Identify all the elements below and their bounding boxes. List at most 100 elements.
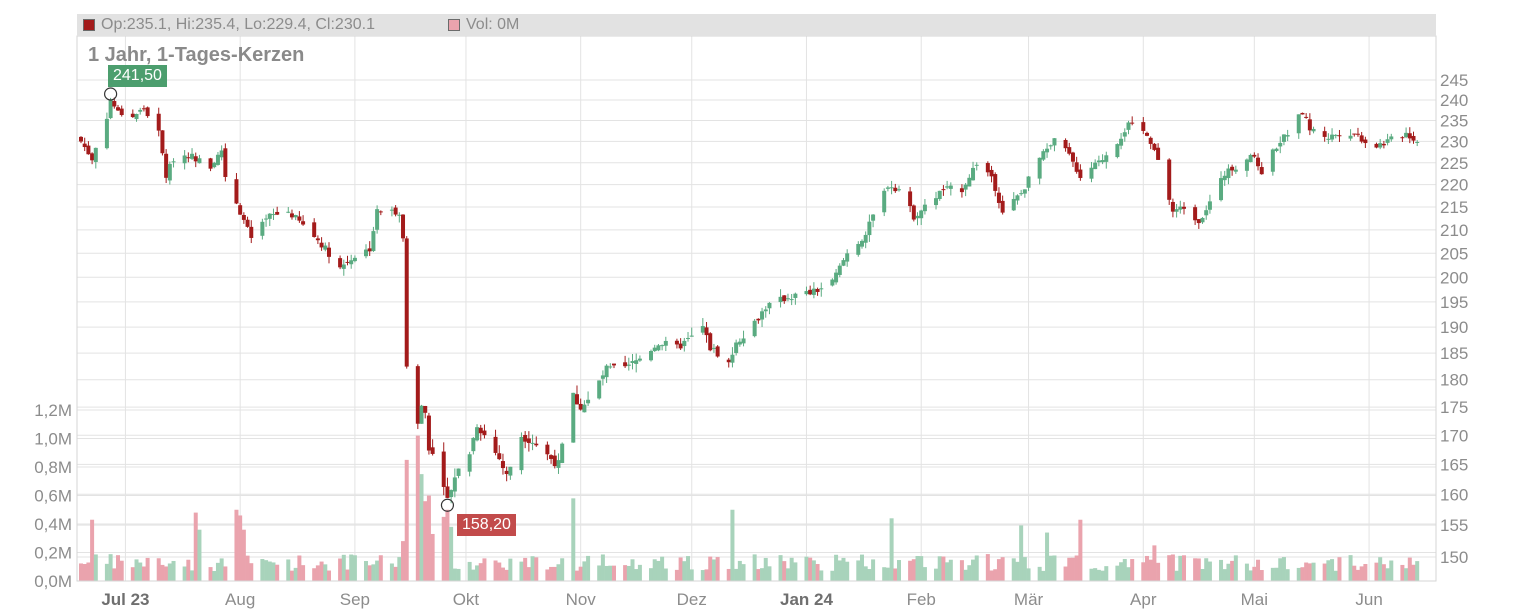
candle-body	[830, 279, 835, 286]
ohlc-legend: Op:235.1, Hi:235.4, Lo:229.4, Cl:230.1	[83, 16, 375, 34]
candle-body	[989, 169, 994, 177]
high-price-label: 241,50	[108, 65, 167, 87]
volume-bar	[208, 567, 213, 581]
x-tick-label: Feb	[907, 590, 936, 609]
volume-tick-label: 0,4M	[34, 515, 72, 534]
volume-bar	[1230, 560, 1235, 581]
candle-body	[1270, 149, 1275, 172]
price-tick-label: 220	[1440, 176, 1468, 195]
volume-bar	[1204, 558, 1209, 581]
plot-frame	[76, 35, 1437, 582]
candle-body	[323, 245, 328, 250]
volume-bar	[323, 564, 328, 581]
volume-bar	[1067, 557, 1072, 581]
candle-body	[104, 118, 109, 149]
volume-bar	[508, 558, 513, 581]
price-tick-label: 225	[1440, 154, 1468, 173]
volume-bar	[375, 560, 380, 581]
volume-bar	[1207, 561, 1212, 581]
volume-bar	[1156, 562, 1161, 581]
volume-bar	[423, 501, 428, 581]
candle-body	[574, 394, 579, 405]
candle-body	[1130, 122, 1135, 124]
volume-bar	[1052, 555, 1057, 581]
volume-bar	[367, 565, 372, 581]
volume-bar	[660, 556, 665, 581]
candle-body	[90, 153, 95, 161]
candle-body	[415, 366, 420, 424]
candle-body	[1415, 141, 1420, 143]
volume-bar	[415, 435, 420, 581]
volume-bar	[752, 554, 757, 581]
volume-bar	[482, 558, 487, 581]
candle-body	[249, 226, 254, 238]
volume-bar	[908, 560, 913, 581]
candle-body	[497, 453, 502, 460]
volume-bar	[467, 561, 472, 581]
candle-body	[241, 214, 246, 220]
candle-body	[1104, 155, 1109, 162]
volume-bar	[82, 563, 87, 581]
volume-bar	[1193, 558, 1198, 581]
volume-bar	[767, 566, 772, 581]
candle-body	[467, 454, 472, 472]
candle-body	[611, 363, 616, 366]
candle-body	[1378, 143, 1383, 148]
candle-body	[545, 444, 550, 455]
volume-bar	[1404, 568, 1409, 581]
candle-body	[1115, 144, 1120, 158]
volume-bar	[674, 569, 679, 581]
candle-body	[1404, 132, 1409, 138]
volume-bar	[611, 565, 616, 581]
candle-body	[1193, 207, 1198, 221]
candle-body	[1041, 151, 1046, 160]
candle-body	[1256, 157, 1261, 167]
volume-bar	[678, 557, 683, 581]
candle-body	[1281, 134, 1286, 142]
volume-bar	[815, 564, 820, 581]
candle-body	[985, 163, 990, 173]
candle-body	[1355, 133, 1360, 135]
volume-bar	[1048, 555, 1053, 581]
candle-body	[1089, 167, 1094, 179]
volume-bar	[1000, 557, 1005, 581]
x-tick-label: Nov	[566, 590, 597, 609]
volume-bar	[967, 565, 972, 581]
volume-bar	[1300, 567, 1305, 581]
volume-bar	[534, 557, 539, 581]
volume-bar	[1259, 570, 1264, 581]
candle-body	[1141, 122, 1146, 131]
volume-bar	[560, 558, 565, 581]
volume-bar	[141, 566, 146, 581]
ohlc-info-bar	[77, 14, 1436, 36]
volume-bar	[523, 557, 528, 581]
candle-body	[326, 247, 331, 257]
candle-body	[1167, 159, 1172, 200]
candle-body	[1248, 154, 1253, 163]
volume-bar	[582, 561, 587, 581]
candle-body	[996, 192, 1001, 203]
volume-bar	[1359, 566, 1364, 581]
candle-body	[456, 468, 461, 476]
volume-bar	[608, 565, 613, 581]
candle-body	[815, 288, 820, 292]
volume-bar	[471, 569, 476, 581]
volume-bar	[145, 557, 150, 581]
price-tick-label: 240	[1440, 91, 1468, 110]
candle-body	[426, 415, 431, 451]
candle-body	[1274, 148, 1279, 151]
volume-bar	[730, 509, 735, 581]
candle-body	[286, 211, 291, 213]
volume-bar	[238, 515, 243, 581]
volume-bar	[319, 561, 324, 581]
candle-body	[1244, 159, 1249, 171]
volume-bars	[79, 435, 1420, 581]
candle-body	[367, 248, 372, 252]
candle-body	[856, 243, 861, 255]
price-tick-label: 155	[1440, 516, 1468, 535]
candle-body	[863, 234, 868, 243]
volume-bar	[1233, 555, 1238, 581]
candle-body	[837, 265, 842, 275]
candle-body	[604, 365, 609, 378]
